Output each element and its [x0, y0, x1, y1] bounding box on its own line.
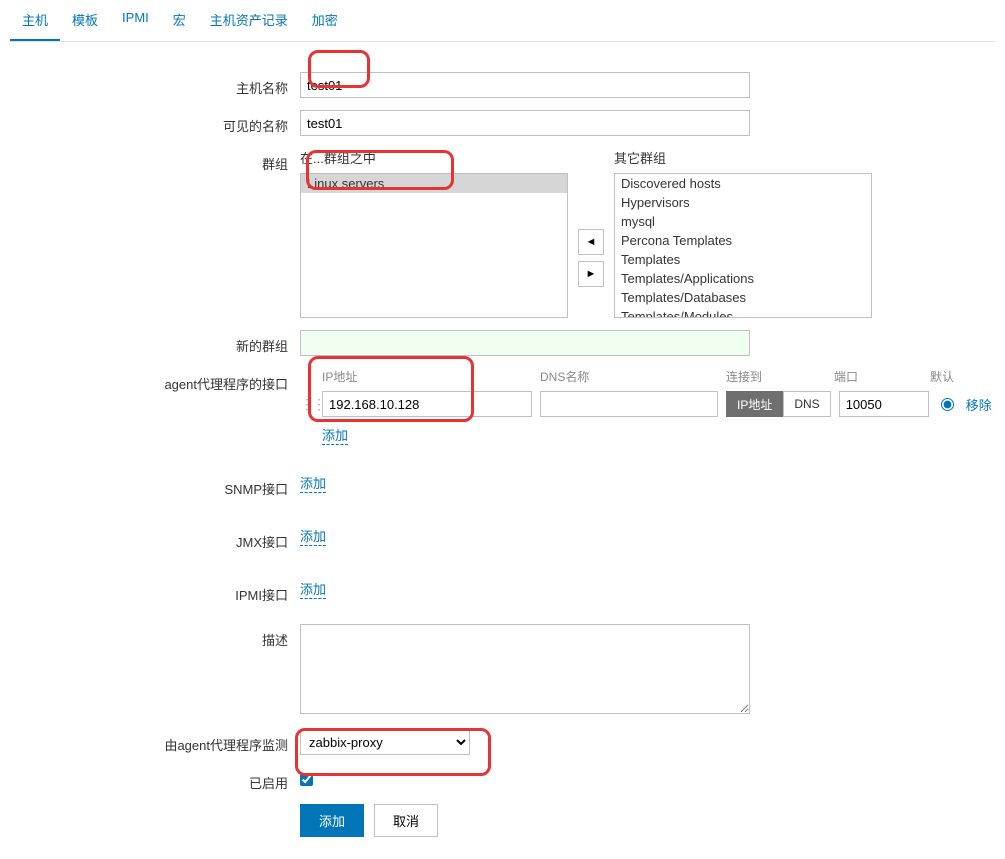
group-other-item[interactable]: mysql: [615, 212, 871, 231]
tab-host[interactable]: 主机: [10, 0, 60, 41]
drag-handle-icon[interactable]: ⋮⋮: [300, 396, 314, 413]
label-visible-name: 可见的名称: [10, 110, 300, 135]
move-left-button[interactable]: ◄: [578, 229, 604, 255]
ip-input[interactable]: [322, 391, 532, 417]
remove-link[interactable]: 移除: [966, 395, 992, 414]
groups-other-list[interactable]: Discovered hostsHypervisorsmysqlPercona …: [614, 173, 872, 318]
label-enabled: 已启用: [10, 767, 300, 792]
group-in-item[interactable]: Linux servers: [301, 174, 567, 193]
jmx-add-link[interactable]: 添加: [300, 526, 326, 546]
connect-dns-button[interactable]: DNS: [783, 391, 830, 417]
groups-in-list[interactable]: Linux servers: [300, 173, 568, 318]
connect-to-toggle: IP地址 DNS: [726, 391, 831, 417]
group-other-item[interactable]: Templates/Databases: [615, 288, 871, 307]
group-other-item[interactable]: Discovered hosts: [615, 174, 871, 193]
groups-in-header: 在...群组之中: [300, 148, 568, 167]
group-other-item[interactable]: Templates/Modules: [615, 307, 871, 318]
label-jmx-iface: JMX接口: [10, 526, 300, 551]
group-other-item[interactable]: Percona Templates: [615, 231, 871, 250]
label-description: 描述: [10, 624, 300, 649]
connect-ip-button[interactable]: IP地址: [726, 391, 783, 417]
label-hostname: 主机名称: [10, 72, 300, 97]
label-ipmi-iface: IPMI接口: [10, 579, 300, 604]
port-input[interactable]: [839, 391, 929, 417]
group-other-item[interactable]: Hypervisors: [615, 193, 871, 212]
default-radio[interactable]: [941, 398, 954, 411]
dns-input[interactable]: [540, 391, 718, 417]
tab-macros[interactable]: 宏: [161, 0, 198, 41]
label-snmp-iface: SNMP接口: [10, 473, 300, 498]
header-port: 端口: [834, 368, 930, 385]
group-other-item[interactable]: Templates/Applications: [615, 269, 871, 288]
agent-add-link[interactable]: 添加: [322, 425, 348, 445]
label-new-group: 新的群组: [10, 330, 300, 355]
label-groups: 群组: [10, 148, 300, 173]
description-textarea[interactable]: [300, 624, 750, 714]
groups-other-header: 其它群组: [614, 148, 872, 167]
header-ip: IP地址: [322, 368, 540, 385]
enabled-checkbox[interactable]: [300, 773, 313, 786]
new-group-input[interactable]: [300, 330, 750, 356]
header-connect: 连接到: [726, 368, 834, 385]
group-other-item[interactable]: Templates: [615, 250, 871, 269]
ipmi-add-link[interactable]: 添加: [300, 579, 326, 599]
tab-encryption[interactable]: 加密: [300, 0, 350, 41]
move-right-button[interactable]: ►: [578, 261, 604, 287]
snmp-add-link[interactable]: 添加: [300, 473, 326, 493]
header-dns: DNS名称: [540, 368, 726, 385]
hostname-input[interactable]: [300, 72, 750, 98]
tab-ipmi[interactable]: IPMI: [110, 0, 161, 41]
tab-inventory[interactable]: 主机资产记录: [198, 0, 300, 41]
visible-name-input[interactable]: [300, 110, 750, 136]
header-default: 默认: [930, 368, 954, 385]
proxy-select[interactable]: zabbix-proxy: [300, 729, 470, 755]
tab-templates[interactable]: 模板: [60, 0, 110, 41]
label-agent-iface: agent代理程序的接口: [10, 368, 300, 393]
submit-add-button[interactable]: 添加: [300, 804, 364, 837]
cancel-button[interactable]: 取消: [374, 804, 438, 837]
label-monitored-by: 由agent代理程序监测: [10, 729, 300, 754]
tabs: 主机 模板 IPMI 宏 主机资产记录 加密: [10, 0, 995, 42]
host-form: 主机名称 可见的名称 群组 在...群组之中 Linux servers ◄ ►…: [10, 62, 995, 859]
